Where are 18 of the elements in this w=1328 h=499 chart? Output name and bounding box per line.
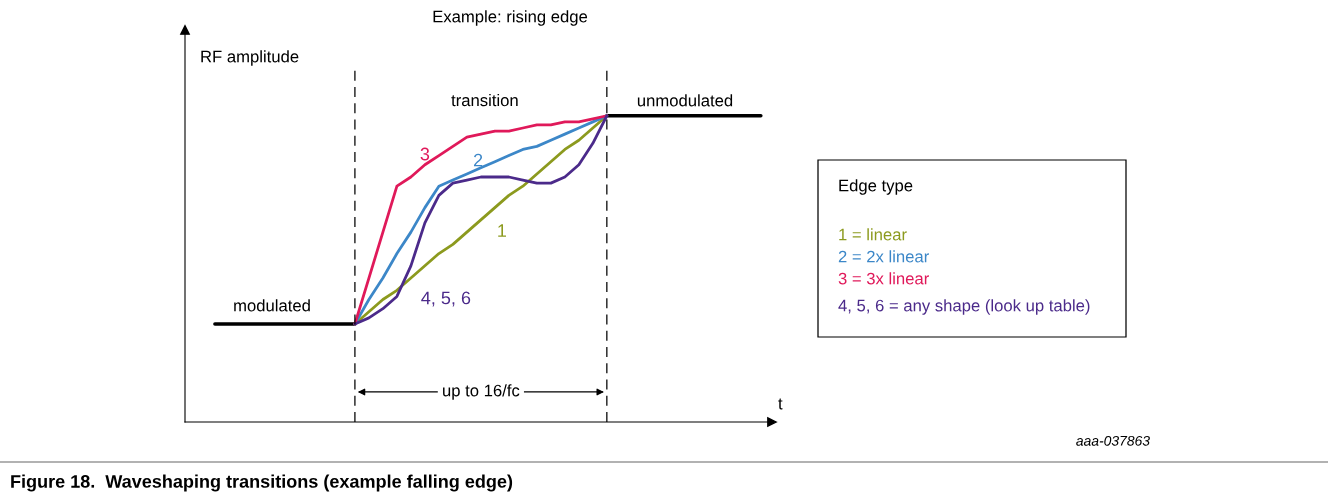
series-label: 3 (420, 147, 430, 161)
series-label: 1 (498, 224, 507, 237)
text: unmodulated (637, 94, 733, 107)
text: transition (451, 93, 518, 107)
text: 3 = 3x linear (838, 272, 929, 285)
caption: Figure 18. Waveshaping transitions (example falling edge) (11, 474, 513, 492)
text: 4, 5, 6 = any shape (look up table) (838, 299, 1090, 315)
y-axis-title: RF amplitude (201, 50, 299, 66)
text: aaa-037863 (1076, 435, 1150, 446)
text: Edge type (839, 179, 913, 195)
chart-title: Example: rising edge (433, 10, 588, 26)
series-label: 4, 5, 6 (421, 291, 471, 307)
text: 1 = linear (839, 228, 907, 241)
annotation: up to 16/fc (443, 384, 520, 400)
x-axis-title: t (778, 398, 783, 410)
series-label: 2 (473, 153, 483, 167)
annotation: modulated (234, 299, 310, 312)
text: 2 = 2x linear (838, 250, 929, 263)
